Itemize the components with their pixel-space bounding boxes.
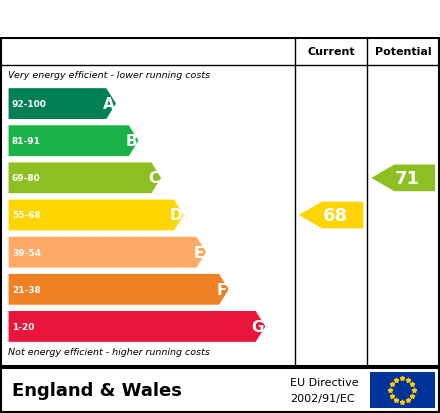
Bar [370, 372, 435, 408]
Polygon shape [8, 162, 162, 195]
Text: Very energy efficient - lower running costs: Very energy efficient - lower running co… [8, 71, 210, 80]
Polygon shape [371, 165, 435, 192]
Text: 1-20: 1-20 [12, 322, 34, 331]
Text: 39-54: 39-54 [12, 248, 41, 257]
Text: 21-38: 21-38 [12, 285, 41, 294]
Polygon shape [8, 126, 139, 157]
Text: 71: 71 [395, 169, 420, 188]
Text: EU Directive: EU Directive [290, 377, 359, 387]
Text: C: C [148, 171, 159, 186]
Text: England & Wales: England & Wales [12, 381, 182, 399]
Text: D: D [170, 208, 183, 223]
Text: G: G [252, 319, 264, 334]
Text: 69-80: 69-80 [12, 174, 41, 183]
Text: 81-91: 81-91 [12, 137, 41, 146]
Text: Energy Efficiency Rating: Energy Efficiency Rating [11, 9, 299, 29]
Text: 55-68: 55-68 [12, 211, 41, 220]
Polygon shape [8, 311, 266, 342]
Polygon shape [8, 274, 229, 306]
Text: Not energy efficient - higher running costs: Not energy efficient - higher running co… [8, 348, 210, 357]
Text: Potential: Potential [375, 47, 432, 57]
Text: 68: 68 [323, 206, 348, 224]
Polygon shape [299, 202, 363, 229]
Polygon shape [8, 237, 207, 268]
Polygon shape [8, 88, 117, 120]
Text: Current: Current [307, 47, 355, 57]
Text: E: E [194, 245, 204, 260]
Polygon shape [8, 199, 184, 231]
Text: 92-100: 92-100 [12, 100, 47, 109]
Text: A: A [103, 97, 114, 112]
Text: B: B [125, 134, 137, 149]
Text: 2002/91/EC: 2002/91/EC [290, 393, 355, 403]
Text: F: F [216, 282, 227, 297]
